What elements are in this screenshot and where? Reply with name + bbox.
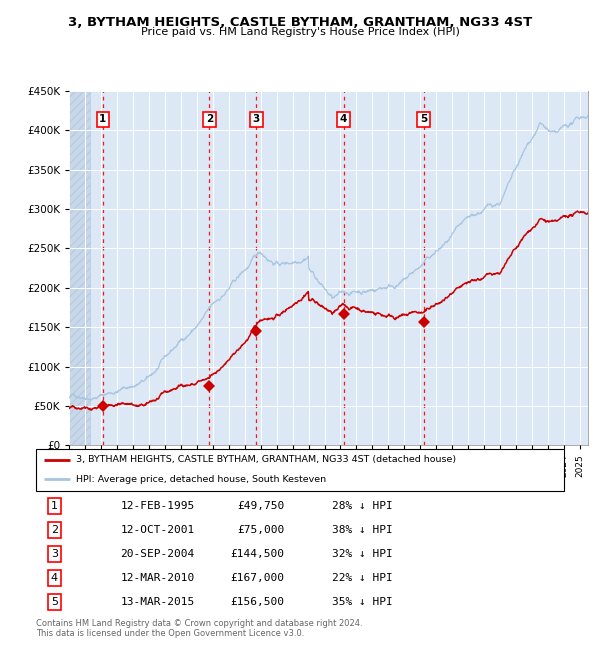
Text: Contains HM Land Registry data © Crown copyright and database right 2024.
This d: Contains HM Land Registry data © Crown c… bbox=[36, 619, 362, 638]
Text: 38% ↓ HPI: 38% ↓ HPI bbox=[332, 525, 392, 535]
Text: 35% ↓ HPI: 35% ↓ HPI bbox=[332, 597, 392, 607]
Text: HPI: Average price, detached house, South Kesteven: HPI: Average price, detached house, Sout… bbox=[76, 475, 326, 484]
Text: 2: 2 bbox=[206, 114, 213, 124]
Text: £75,000: £75,000 bbox=[237, 525, 284, 535]
Text: 1: 1 bbox=[99, 114, 106, 124]
Text: Price paid vs. HM Land Registry's House Price Index (HPI): Price paid vs. HM Land Registry's House … bbox=[140, 27, 460, 37]
Text: £167,000: £167,000 bbox=[230, 573, 284, 583]
Text: 12-OCT-2001: 12-OCT-2001 bbox=[121, 525, 195, 535]
Text: £144,500: £144,500 bbox=[230, 549, 284, 559]
Text: 22% ↓ HPI: 22% ↓ HPI bbox=[332, 573, 392, 583]
Text: 20-SEP-2004: 20-SEP-2004 bbox=[121, 549, 195, 559]
Text: 3: 3 bbox=[253, 114, 260, 124]
Text: £49,750: £49,750 bbox=[237, 501, 284, 511]
Text: £156,500: £156,500 bbox=[230, 597, 284, 607]
Text: 4: 4 bbox=[51, 573, 58, 583]
Text: 32% ↓ HPI: 32% ↓ HPI bbox=[332, 549, 392, 559]
Text: 5: 5 bbox=[420, 114, 427, 124]
Text: 1: 1 bbox=[51, 501, 58, 511]
Text: 2: 2 bbox=[51, 525, 58, 535]
Text: 3, BYTHAM HEIGHTS, CASTLE BYTHAM, GRANTHAM, NG33 4ST: 3, BYTHAM HEIGHTS, CASTLE BYTHAM, GRANTH… bbox=[68, 16, 532, 29]
Text: 3: 3 bbox=[51, 549, 58, 559]
Text: 28% ↓ HPI: 28% ↓ HPI bbox=[332, 501, 392, 511]
Text: 13-MAR-2015: 13-MAR-2015 bbox=[121, 597, 195, 607]
Text: 4: 4 bbox=[340, 114, 347, 124]
Text: 3, BYTHAM HEIGHTS, CASTLE BYTHAM, GRANTHAM, NG33 4ST (detached house): 3, BYTHAM HEIGHTS, CASTLE BYTHAM, GRANTH… bbox=[76, 456, 456, 464]
Text: 12-MAR-2010: 12-MAR-2010 bbox=[121, 573, 195, 583]
Text: 5: 5 bbox=[51, 597, 58, 607]
Text: 12-FEB-1995: 12-FEB-1995 bbox=[121, 501, 195, 511]
